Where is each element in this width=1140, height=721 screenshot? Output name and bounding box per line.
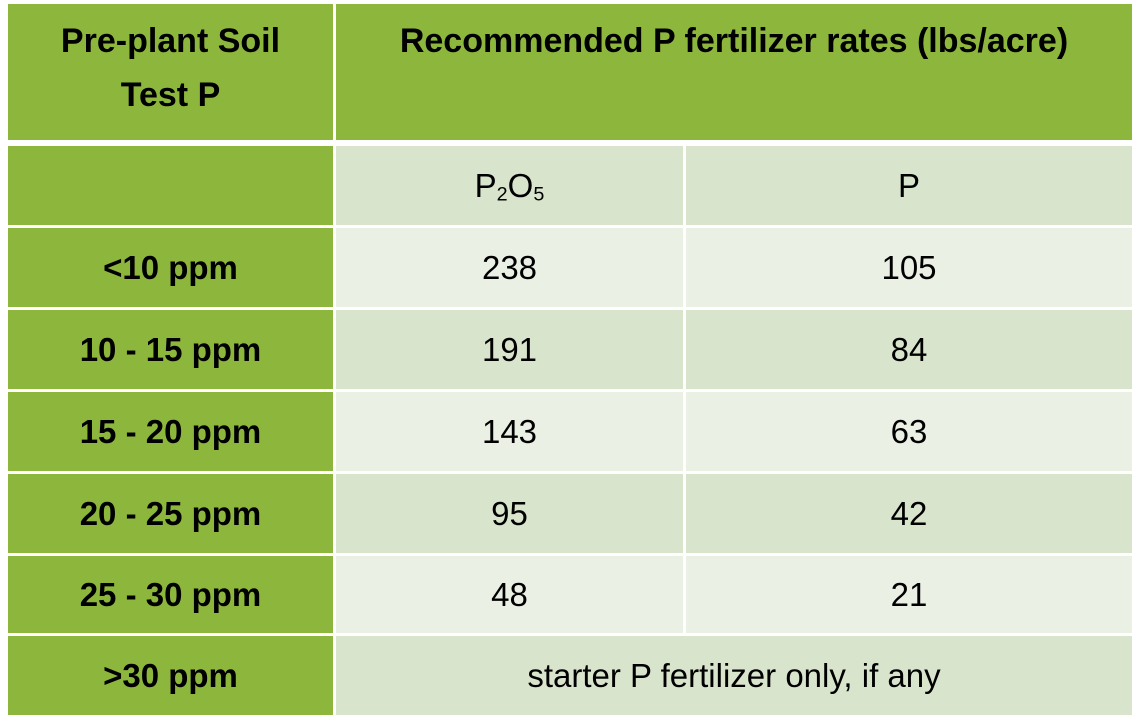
- cell-p-value: 42: [890, 494, 928, 532]
- row-label: 25 - 30 ppm: [8, 556, 333, 633]
- row-label: <10 ppm: [8, 228, 333, 307]
- cell-p: 42: [686, 474, 1132, 553]
- row-label: 10 - 15 ppm: [8, 310, 333, 389]
- cell-p2o5-value: 48: [491, 575, 528, 613]
- cell-p2o5: 48: [336, 556, 683, 633]
- row-label-text: 20 - 25 ppm: [79, 494, 262, 532]
- note-cell: starter P fertilizer only, if any: [336, 636, 1132, 715]
- note-text: starter P fertilizer only, if any: [527, 656, 941, 694]
- cell-p: 84: [686, 310, 1132, 389]
- cell-p-value: 84: [890, 330, 928, 368]
- header-rates: Recommended P fertilizer rates (lbs/acre…: [336, 4, 1132, 140]
- cell-p: 105: [686, 228, 1132, 307]
- row-label-last-text: >30 ppm: [103, 656, 238, 694]
- row-label-text: 10 - 15 ppm: [79, 330, 262, 368]
- cell-p2o5: 191: [336, 310, 683, 389]
- row-label-text: 25 - 30 ppm: [79, 575, 262, 613]
- cell-p2o5-value: 238: [481, 248, 538, 286]
- cell-p2o5-value: 143: [481, 412, 538, 450]
- cell-p2o5: 143: [336, 392, 683, 471]
- cell-p: 63: [686, 392, 1132, 471]
- subheader-p-label: P: [897, 166, 920, 204]
- cell-p-value: 63: [890, 412, 928, 450]
- row-label-text: 15 - 20 ppm: [79, 412, 262, 450]
- subheader-p: P: [686, 146, 1132, 225]
- row-label-text: <10 ppm: [103, 248, 238, 286]
- p2o5-formula: P2O5: [474, 166, 545, 206]
- header-soil-test: Pre-plant Soil Test P: [8, 4, 333, 140]
- row-label-last: >30 ppm: [8, 636, 333, 715]
- subheader-blank: [8, 146, 333, 225]
- cell-p-value: 105: [881, 248, 937, 286]
- cell-p2o5-value: 95: [491, 494, 528, 532]
- row-label: 20 - 25 ppm: [8, 474, 333, 553]
- cell-p-value: 21: [890, 575, 928, 613]
- cell-p2o5: 95: [336, 474, 683, 553]
- header-soil-test-label: Pre-plant Soil Test P: [60, 22, 281, 115]
- cell-p2o5: 238: [336, 228, 683, 307]
- header-rates-label: Recommended P fertilizer rates (lbs/acre…: [399, 22, 1069, 60]
- subheader-p2o5: P2O5: [336, 146, 683, 225]
- row-label: 15 - 20 ppm: [8, 392, 333, 471]
- cell-p: 21: [686, 556, 1132, 633]
- cell-p2o5-value: 191: [481, 330, 538, 368]
